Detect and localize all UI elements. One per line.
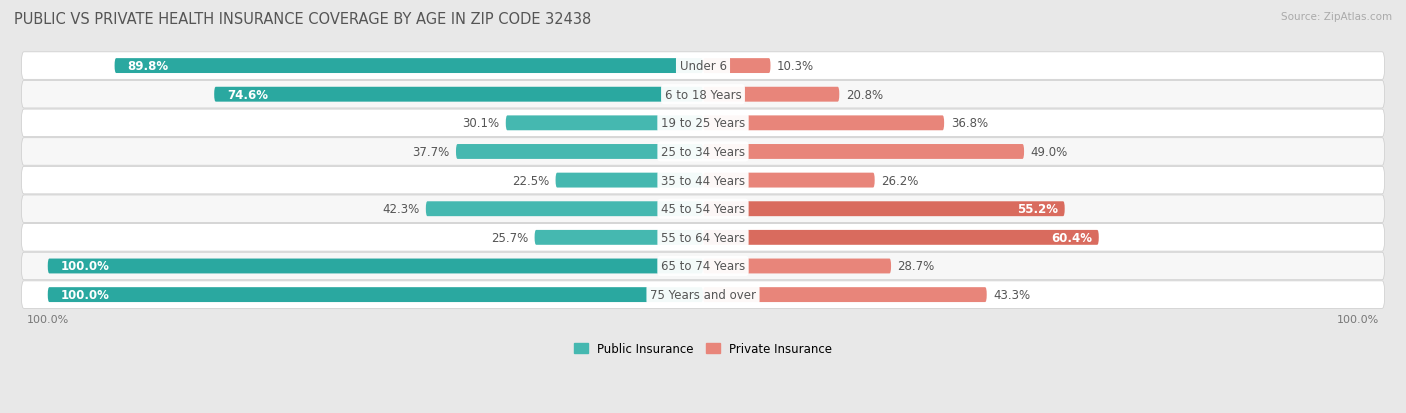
Legend: Public Insurance, Private Insurance: Public Insurance, Private Insurance xyxy=(569,337,837,360)
Text: 60.4%: 60.4% xyxy=(1052,231,1092,244)
Text: PUBLIC VS PRIVATE HEALTH INSURANCE COVERAGE BY AGE IN ZIP CODE 32438: PUBLIC VS PRIVATE HEALTH INSURANCE COVER… xyxy=(14,12,592,27)
Text: 49.0%: 49.0% xyxy=(1031,146,1069,159)
FancyBboxPatch shape xyxy=(21,53,1385,80)
Text: 20.8%: 20.8% xyxy=(846,88,883,102)
Text: 89.8%: 89.8% xyxy=(128,60,169,73)
Text: 55.2%: 55.2% xyxy=(1017,203,1059,216)
Text: 65 to 74 Years: 65 to 74 Years xyxy=(661,260,745,273)
FancyBboxPatch shape xyxy=(426,202,703,217)
Text: 6 to 18 Years: 6 to 18 Years xyxy=(665,88,741,102)
Text: 37.7%: 37.7% xyxy=(412,146,450,159)
FancyBboxPatch shape xyxy=(703,202,1064,217)
Text: 28.7%: 28.7% xyxy=(897,260,935,273)
FancyBboxPatch shape xyxy=(21,224,1385,252)
FancyBboxPatch shape xyxy=(21,281,1385,309)
Text: 45 to 54 Years: 45 to 54 Years xyxy=(661,203,745,216)
Text: 25 to 34 Years: 25 to 34 Years xyxy=(661,146,745,159)
FancyBboxPatch shape xyxy=(456,145,703,159)
FancyBboxPatch shape xyxy=(115,59,703,74)
Text: 74.6%: 74.6% xyxy=(228,88,269,102)
FancyBboxPatch shape xyxy=(21,138,1385,166)
FancyBboxPatch shape xyxy=(21,253,1385,280)
FancyBboxPatch shape xyxy=(703,59,770,74)
FancyBboxPatch shape xyxy=(48,287,703,302)
FancyBboxPatch shape xyxy=(21,110,1385,137)
Text: 19 to 25 Years: 19 to 25 Years xyxy=(661,117,745,130)
FancyBboxPatch shape xyxy=(703,88,839,102)
FancyBboxPatch shape xyxy=(21,195,1385,223)
Text: 30.1%: 30.1% xyxy=(463,117,499,130)
Text: Under 6: Under 6 xyxy=(679,60,727,73)
Text: 43.3%: 43.3% xyxy=(993,288,1031,301)
FancyBboxPatch shape xyxy=(703,116,943,131)
FancyBboxPatch shape xyxy=(21,167,1385,195)
Text: 55 to 64 Years: 55 to 64 Years xyxy=(661,231,745,244)
Text: 36.8%: 36.8% xyxy=(950,117,988,130)
FancyBboxPatch shape xyxy=(703,145,1024,159)
Text: 35 to 44 Years: 35 to 44 Years xyxy=(661,174,745,187)
Text: 42.3%: 42.3% xyxy=(382,203,419,216)
Text: 100.0%: 100.0% xyxy=(60,288,110,301)
FancyBboxPatch shape xyxy=(703,230,1098,245)
Text: 100.0%: 100.0% xyxy=(60,260,110,273)
Text: 26.2%: 26.2% xyxy=(882,174,918,187)
FancyBboxPatch shape xyxy=(214,88,703,102)
FancyBboxPatch shape xyxy=(703,287,987,302)
Text: 10.3%: 10.3% xyxy=(778,60,814,73)
FancyBboxPatch shape xyxy=(703,173,875,188)
FancyBboxPatch shape xyxy=(506,116,703,131)
Text: 25.7%: 25.7% xyxy=(491,231,529,244)
FancyBboxPatch shape xyxy=(48,259,703,274)
FancyBboxPatch shape xyxy=(21,81,1385,109)
FancyBboxPatch shape xyxy=(555,173,703,188)
Text: Source: ZipAtlas.com: Source: ZipAtlas.com xyxy=(1281,12,1392,22)
Text: 22.5%: 22.5% xyxy=(512,174,548,187)
Text: 75 Years and over: 75 Years and over xyxy=(650,288,756,301)
FancyBboxPatch shape xyxy=(534,230,703,245)
FancyBboxPatch shape xyxy=(703,259,891,274)
